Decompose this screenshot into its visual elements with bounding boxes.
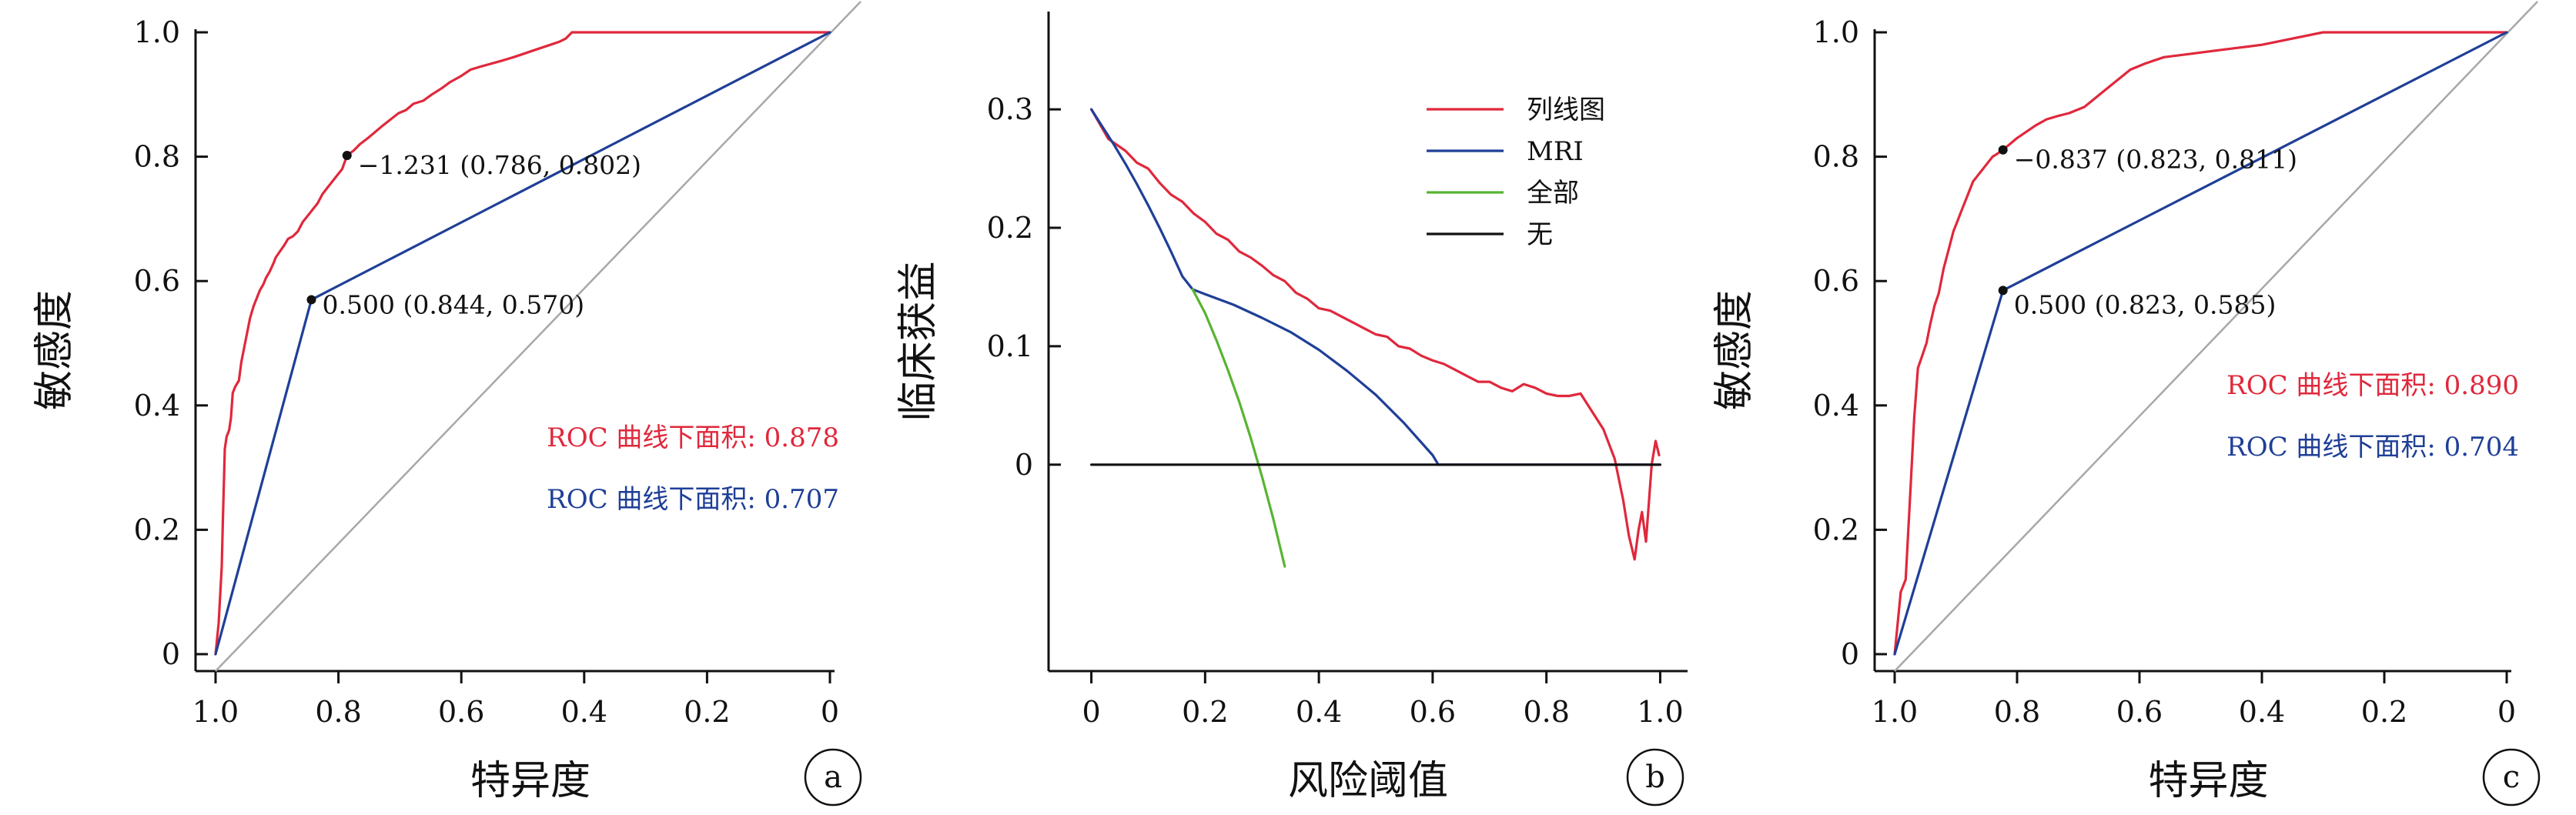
x-tick-label: 0	[1082, 695, 1100, 729]
x-tick-label: 0.2	[1182, 695, 1228, 729]
series-line-列线图	[1090, 108, 1661, 561]
panel-label: c	[2503, 760, 2520, 795]
x-tick-label: 0.4	[2239, 695, 2285, 729]
y-axis-title: 临床获益	[895, 261, 942, 421]
y-tick-label: 0	[162, 637, 180, 671]
cutoff-point	[306, 295, 316, 305]
y-tick-label: 1.0	[134, 15, 180, 49]
y-tick-label: 0.4	[134, 389, 180, 423]
x-tick-label: 1.0	[192, 695, 239, 729]
x-tick-label: 1.0	[1872, 695, 1918, 729]
x-tick-label: 0.6	[2116, 695, 2163, 729]
x-tick-label: 0.6	[1410, 695, 1456, 729]
cutoff-label: 0.500 (0.823, 0.585)	[2014, 289, 2277, 319]
cutoff-label: −0.837 (0.823, 0.811)	[2014, 145, 2297, 175]
series-line-MRI	[1090, 108, 1661, 466]
auc-label: ROC 曲线下面积: 0.707	[547, 484, 839, 515]
auc-label: ROC 曲线下面积: 0.878	[547, 423, 839, 453]
x-tick-label: 0.6	[438, 695, 484, 729]
x-tick-label: 0	[821, 695, 839, 729]
panel-c: 1.0 0.8 0.6 0.4 0.2 0 0 0.2 0.4 0.6 0.8 1.0 特异度 敏感度 −0…	[1711, 1, 2541, 807]
y-tick-label: 0.4	[1813, 389, 1859, 423]
y-tick-label: 0	[1015, 448, 1033, 482]
y-tick-label: 0.6	[134, 264, 180, 298]
y-tick-label: 0.2	[987, 211, 1033, 245]
panel-label: a	[824, 760, 842, 795]
auc-label: ROC 曲线下面积: 0.704	[2226, 432, 2519, 463]
panel-label-circle	[804, 748, 862, 807]
series-line-1	[214, 31, 831, 656]
panel-a: 1.0 0.8 0.6 0.4 0.2 0 0 0.2 0.4 0.6 0.8 1.0 特异度 敏感度 −1…	[32, 1, 862, 807]
x-axis-title: 特异度	[470, 758, 590, 804]
legend-entry: 全部	[1527, 178, 1579, 209]
x-axis-title: 特异度	[2148, 758, 2268, 804]
x-tick-label: 0.8	[315, 695, 361, 729]
panel-label-circle	[2482, 748, 2541, 807]
y-tick-label: 0.2	[134, 513, 180, 546]
x-tick-label: 0.4	[1296, 695, 1342, 729]
x-tick-label: 0.2	[684, 695, 730, 729]
legend-entry: MRI	[1527, 136, 1584, 167]
reference-diagonal	[215, 1, 861, 672]
cutoff-point	[1998, 286, 2008, 296]
legend-entry: 列线图	[1527, 95, 1605, 125]
x-tick-label: 0.8	[1994, 695, 2040, 729]
x-tick-label: 0	[2497, 695, 2516, 729]
y-tick-label: 1.0	[1813, 15, 1859, 49]
y-tick-label: 0.8	[134, 140, 180, 174]
y-tick-label: 0.8	[1813, 140, 1859, 174]
panel-label-circle	[1626, 748, 1684, 807]
y-tick-label: 0.1	[987, 329, 1033, 363]
panel-label: b	[1645, 760, 1665, 795]
series-line-1	[1893, 31, 2508, 656]
y-axis-title: 敏感度	[1711, 290, 1758, 410]
panel-b: 0 0.2 0.4 0.6 0.8 1.0 0 0.1 0.2 0.3 风险阈值 临床获益 列线图 MRI…	[895, 12, 1688, 807]
cutoff-label: −1.231 (0.786, 0.802)	[358, 150, 641, 180]
x-tick-label: 1.0	[1637, 695, 1683, 729]
x-tick-label: 0.4	[561, 695, 607, 729]
reference-diagonal	[1894, 1, 2538, 672]
series-line-全部	[1191, 288, 1286, 568]
x-tick-label: 0.8	[1523, 695, 1569, 729]
auc-label: ROC 曲线下面积: 0.890	[2226, 370, 2519, 401]
y-tick-label: 0.3	[987, 92, 1033, 126]
x-tick-label: 0.2	[2361, 695, 2407, 729]
y-tick-label: 0.6	[1813, 264, 1859, 298]
y-tick-label: 0.2	[1813, 513, 1859, 546]
legend-entry: 无	[1527, 219, 1553, 250]
cutoff-label: 0.500 (0.844, 0.570)	[322, 289, 584, 319]
series-line-0	[214, 31, 831, 656]
y-tick-label: 0	[1841, 637, 1859, 671]
cutoff-point	[1998, 145, 2008, 155]
cutoff-point	[342, 150, 352, 160]
y-axis-title: 敏感度	[32, 290, 78, 410]
x-axis-title: 风险阈值	[1288, 758, 1448, 804]
